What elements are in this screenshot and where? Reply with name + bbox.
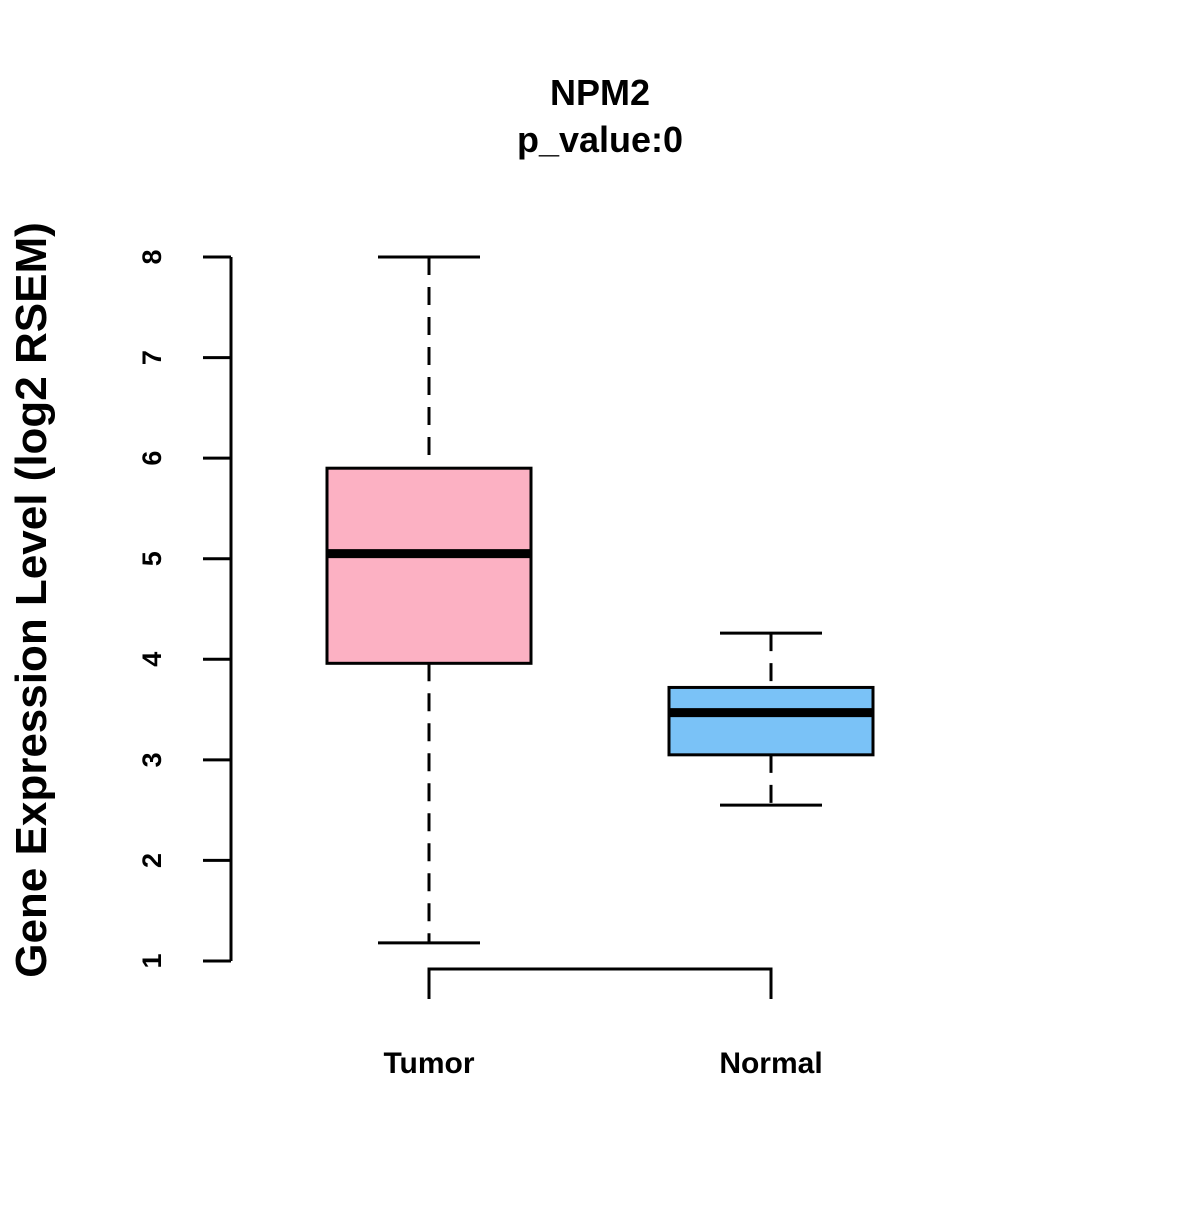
y-tick-label-5: 5 xyxy=(137,551,167,566)
iqr-box-tumor xyxy=(325,466,533,665)
category-labels: Tumor Normal xyxy=(383,1047,822,1080)
chart-subtitle: p_value:0 xyxy=(517,119,683,160)
y-tick-label-6: 6 xyxy=(137,451,167,466)
comparison-bracket xyxy=(427,967,773,999)
category-label-tumor: Tumor xyxy=(383,1047,474,1080)
category-label-normal: Normal xyxy=(719,1047,822,1080)
bracket-line xyxy=(427,967,773,999)
y-tick-label-1: 1 xyxy=(137,953,167,968)
y-tick-label-7: 7 xyxy=(137,350,167,365)
box-group xyxy=(325,255,875,945)
box-tumor xyxy=(325,255,533,945)
y-tick-label-3: 3 xyxy=(137,752,167,767)
box-normal xyxy=(667,631,875,807)
y-tick-label-4: 4 xyxy=(137,652,167,667)
chart-title: NPM2 xyxy=(550,72,650,113)
y-tick-label-8: 8 xyxy=(137,249,167,264)
iqr-box-normal xyxy=(667,685,875,757)
y-tick-label-2: 2 xyxy=(137,853,167,868)
y-axis: 1 2 3 4 5 6 7 8 xyxy=(137,249,233,969)
y-axis-label: Gene Expression Level (log2 RSEM) xyxy=(7,222,56,978)
